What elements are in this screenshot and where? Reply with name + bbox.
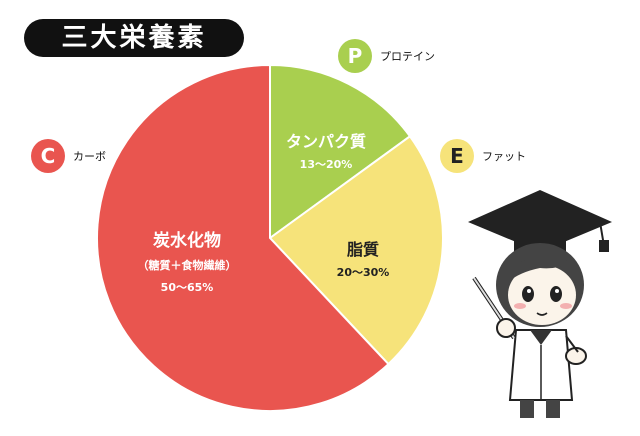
carbo-slice-label: 炭水化物 （糖質＋食物繊維） 50〜65% <box>112 226 262 295</box>
legend-fat-badge: E <box>440 139 474 173</box>
fat-range: 20〜30% <box>336 266 390 279</box>
legend-item-carbo: C カーボ <box>31 139 106 173</box>
carbo-name: 炭水化物 <box>153 231 221 251</box>
protein-range: 13〜20% <box>299 158 353 171</box>
pie-slice-c <box>96 63 390 412</box>
legend-protein-badge: P <box>338 39 372 73</box>
legend-carbo-badge: C <box>31 139 65 173</box>
legend-item-fat: E ファット <box>440 139 526 173</box>
title-badge <box>24 19 244 57</box>
professor-mascot-icon <box>468 190 612 418</box>
legend-carbo-label: カーボ <box>73 150 106 163</box>
legend-item-protein: P プロテイン <box>338 39 435 73</box>
carbo-range: 50〜65% <box>160 281 214 294</box>
chart-title: 三大栄養素 <box>61 23 207 53</box>
protein-name: タンパク質 <box>285 132 366 151</box>
pie-slice-p <box>269 63 412 240</box>
legend-protein-label: プロテイン <box>380 50 435 63</box>
carbo-sub: （糖質＋食物繊維） <box>137 259 237 272</box>
fat-slice-label: 脂質 20〜30% <box>318 236 408 280</box>
protein-slice-label: タンパク質 13〜20% <box>266 128 386 172</box>
fat-name: 脂質 <box>346 240 379 259</box>
pie-slice-f <box>268 134 444 366</box>
legend-fat-label: ファット <box>482 150 526 163</box>
